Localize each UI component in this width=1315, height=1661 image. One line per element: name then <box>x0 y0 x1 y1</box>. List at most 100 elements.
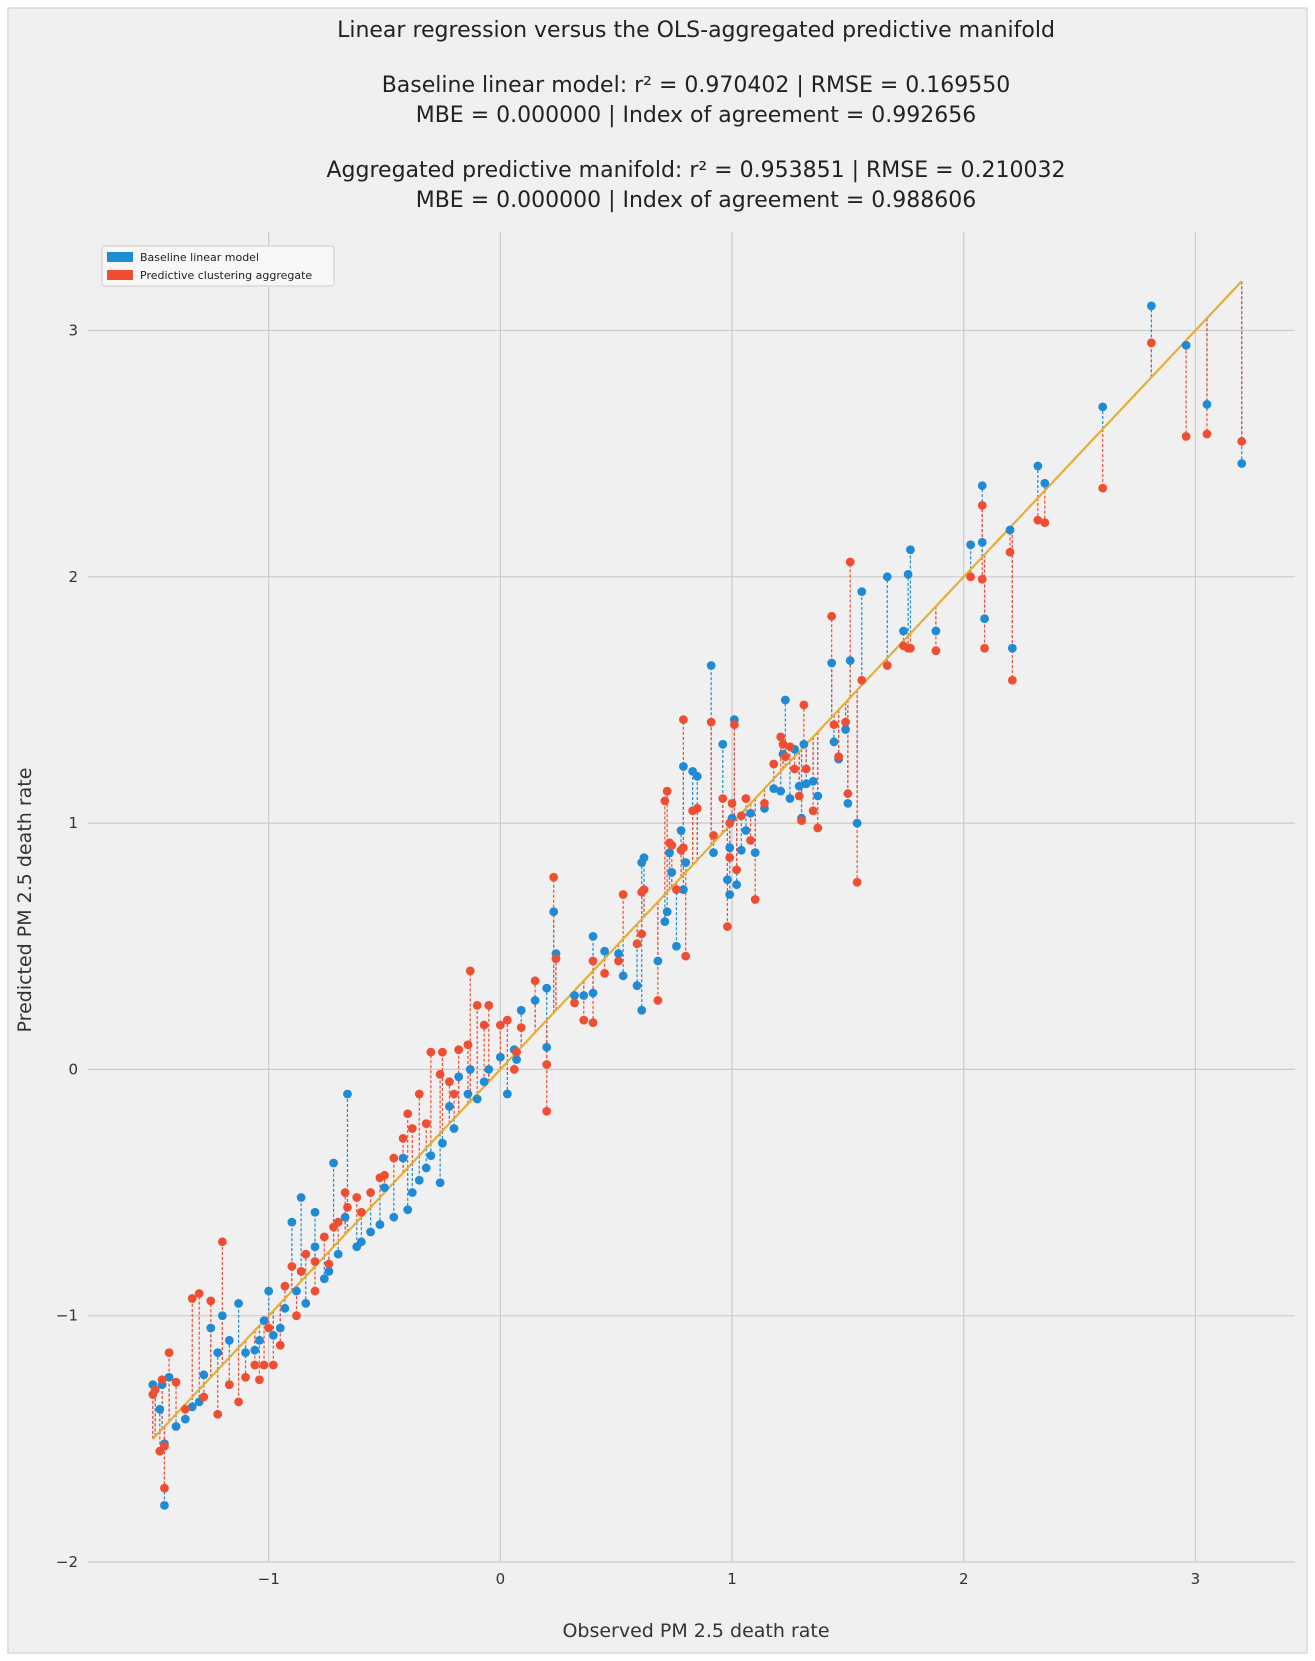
cluster-point <box>551 954 561 963</box>
chart-subtitle-line-1: Baseline linear model: r² = 0.970402 | R… <box>382 73 1011 98</box>
baseline-point <box>187 1402 197 1412</box>
cluster-point <box>356 1207 366 1217</box>
baseline-point <box>319 1274 329 1284</box>
baseline-point <box>723 875 732 885</box>
baseline-point <box>296 1193 306 1202</box>
baseline-point <box>403 1205 413 1215</box>
baseline-point <box>718 739 728 749</box>
cluster-point <box>678 715 688 725</box>
baseline-point <box>352 1242 362 1252</box>
cluster-point <box>352 1193 362 1202</box>
baseline-point <box>375 1220 385 1229</box>
cluster-point <box>435 1069 445 1079</box>
cluster-point <box>465 966 475 976</box>
baseline-point <box>827 658 837 668</box>
x-tick-label: 0 <box>496 1570 506 1588</box>
baseline-point <box>484 1065 494 1074</box>
baseline-point <box>465 1065 475 1074</box>
baseline-point <box>681 858 691 867</box>
cluster-point <box>845 557 855 567</box>
cluster-point <box>164 1348 174 1358</box>
cluster-point <box>150 1385 160 1394</box>
baseline-point <box>588 988 598 998</box>
cluster-point <box>343 1202 352 1212</box>
baseline-point <box>600 946 610 956</box>
baseline-point <box>899 626 908 636</box>
cluster-point <box>213 1409 223 1419</box>
baseline-point <box>275 1323 285 1333</box>
cluster-point <box>310 1257 320 1266</box>
baseline-point <box>678 762 688 771</box>
cluster-point <box>421 1119 431 1128</box>
x-tick-label: 2 <box>959 1570 969 1588</box>
legend-label-cluster: Predictive clustering aggregate <box>140 269 312 282</box>
cluster-point <box>180 1404 190 1414</box>
baseline-point <box>706 661 716 670</box>
x-tick-label: 1 <box>727 1570 737 1588</box>
cluster-point <box>542 1106 552 1116</box>
baseline-point <box>435 1178 445 1188</box>
cluster-point <box>445 1077 454 1087</box>
y-tick-label: 1 <box>68 814 78 832</box>
baseline-point <box>502 1089 512 1099</box>
cluster-point <box>681 951 691 961</box>
cluster-point <box>1007 675 1017 685</box>
baseline-point <box>776 786 786 796</box>
cluster-point <box>600 968 610 978</box>
baseline-point <box>725 843 735 853</box>
cluster-point <box>217 1237 227 1247</box>
baseline-point <box>794 781 804 791</box>
cluster-point <box>509 1065 519 1074</box>
baseline-point <box>398 1153 408 1163</box>
cluster-point <box>324 1259 334 1269</box>
baseline-point <box>206 1323 216 1333</box>
cluster-point <box>614 956 623 966</box>
chart-subtitle-line-2: MBE = 0.000000 | Index of agreement = 0.… <box>416 103 977 128</box>
cluster-point <box>224 1380 234 1390</box>
fit-line-layer <box>152 280 1243 1440</box>
cluster-point <box>275 1340 285 1350</box>
baseline-point <box>213 1348 223 1358</box>
cluster-point <box>426 1047 436 1057</box>
baseline-point <box>709 848 718 858</box>
baseline-point <box>287 1217 297 1227</box>
cluster-point <box>319 1232 329 1242</box>
baseline-point <box>199 1370 209 1380</box>
cluster-point <box>852 877 862 887</box>
cluster-point <box>187 1294 197 1303</box>
baseline-point <box>389 1212 399 1222</box>
baseline-point <box>667 867 677 877</box>
cluster-point <box>692 803 702 813</box>
cluster-point <box>502 1015 512 1025</box>
baseline-point <box>217 1311 227 1321</box>
legend-label-baseline: Baseline linear model <box>140 251 259 264</box>
baseline-point <box>268 1331 278 1340</box>
baseline-point <box>180 1414 190 1424</box>
baseline-point <box>516 1005 526 1015</box>
baseline-point <box>906 545 915 555</box>
baseline-point <box>678 885 688 895</box>
baseline-point <box>676 826 686 835</box>
cluster-point <box>1181 432 1191 441</box>
cluster-point <box>366 1188 376 1197</box>
baseline-point <box>495 1052 505 1062</box>
baseline-point <box>310 1207 320 1217</box>
cluster-point <box>160 1441 169 1451</box>
baseline-point <box>829 737 839 747</box>
cluster-point <box>241 1372 250 1382</box>
baseline-point <box>841 725 850 734</box>
cluster-point <box>725 818 735 828</box>
cluster-point <box>841 717 850 727</box>
baseline-point <box>1040 478 1050 488</box>
baseline-point <box>801 779 811 789</box>
baseline-point <box>259 1316 269 1326</box>
cluster-point <box>660 796 670 806</box>
baseline-point <box>426 1151 436 1161</box>
cluster-point <box>549 872 559 882</box>
baseline-point <box>750 848 760 858</box>
cluster-point <box>718 794 728 803</box>
cluster-point <box>966 572 976 582</box>
baseline-point <box>472 1094 482 1104</box>
baseline-point <box>264 1286 274 1296</box>
legend-swatch-cluster <box>107 270 133 280</box>
